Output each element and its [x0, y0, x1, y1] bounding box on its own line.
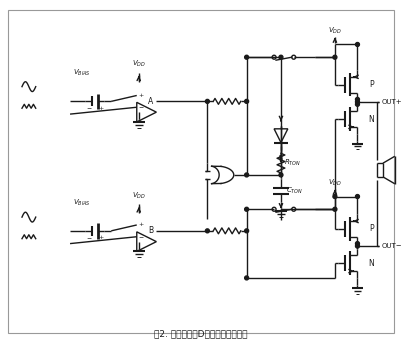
- Text: $V_{BIAS}$: $V_{BIAS}$: [73, 198, 91, 209]
- Text: P: P: [369, 224, 374, 233]
- Circle shape: [245, 173, 249, 177]
- Circle shape: [355, 97, 359, 102]
- Text: N: N: [368, 115, 374, 123]
- Circle shape: [206, 229, 209, 233]
- Circle shape: [245, 276, 249, 280]
- Circle shape: [279, 173, 283, 177]
- Text: −: −: [86, 235, 91, 240]
- Circle shape: [245, 207, 249, 211]
- Text: N: N: [368, 259, 374, 268]
- Circle shape: [333, 194, 337, 199]
- Circle shape: [355, 194, 359, 199]
- Text: +: +: [138, 223, 143, 227]
- Text: $V_{DD}$: $V_{DD}$: [132, 59, 146, 69]
- Circle shape: [333, 207, 337, 211]
- Circle shape: [355, 43, 359, 46]
- Text: P: P: [369, 80, 374, 89]
- Circle shape: [355, 241, 359, 246]
- Text: OUT−: OUT−: [382, 243, 403, 249]
- Circle shape: [245, 229, 249, 233]
- Circle shape: [245, 55, 249, 59]
- Text: +: +: [98, 106, 103, 111]
- Text: +: +: [98, 235, 103, 240]
- Text: −: −: [138, 105, 143, 110]
- Circle shape: [355, 102, 359, 106]
- Circle shape: [333, 55, 337, 59]
- Text: $R_{TON}$: $R_{TON}$: [284, 158, 301, 168]
- Text: $V_{DD}$: $V_{DD}$: [132, 190, 146, 201]
- Text: −: −: [138, 234, 143, 239]
- Text: $C_{TON}$: $C_{TON}$: [286, 186, 303, 196]
- Text: B: B: [148, 226, 153, 235]
- Text: $V_{BIAS}$: $V_{BIAS}$: [73, 68, 91, 78]
- Text: $V_{DD}$: $V_{DD}$: [328, 26, 342, 36]
- Circle shape: [355, 244, 359, 248]
- Circle shape: [355, 100, 359, 104]
- Circle shape: [279, 55, 283, 59]
- Text: OUT+: OUT+: [382, 99, 403, 105]
- Text: −: −: [86, 106, 91, 111]
- Circle shape: [206, 99, 209, 103]
- Text: 囲2. モノクラスDアンプのトポロジ: 囲2. モノクラスDアンプのトポロジ: [154, 329, 247, 338]
- Circle shape: [245, 99, 249, 103]
- Text: A: A: [148, 97, 153, 106]
- Text: $V_{DD}$: $V_{DD}$: [328, 178, 342, 188]
- Text: +: +: [138, 93, 143, 98]
